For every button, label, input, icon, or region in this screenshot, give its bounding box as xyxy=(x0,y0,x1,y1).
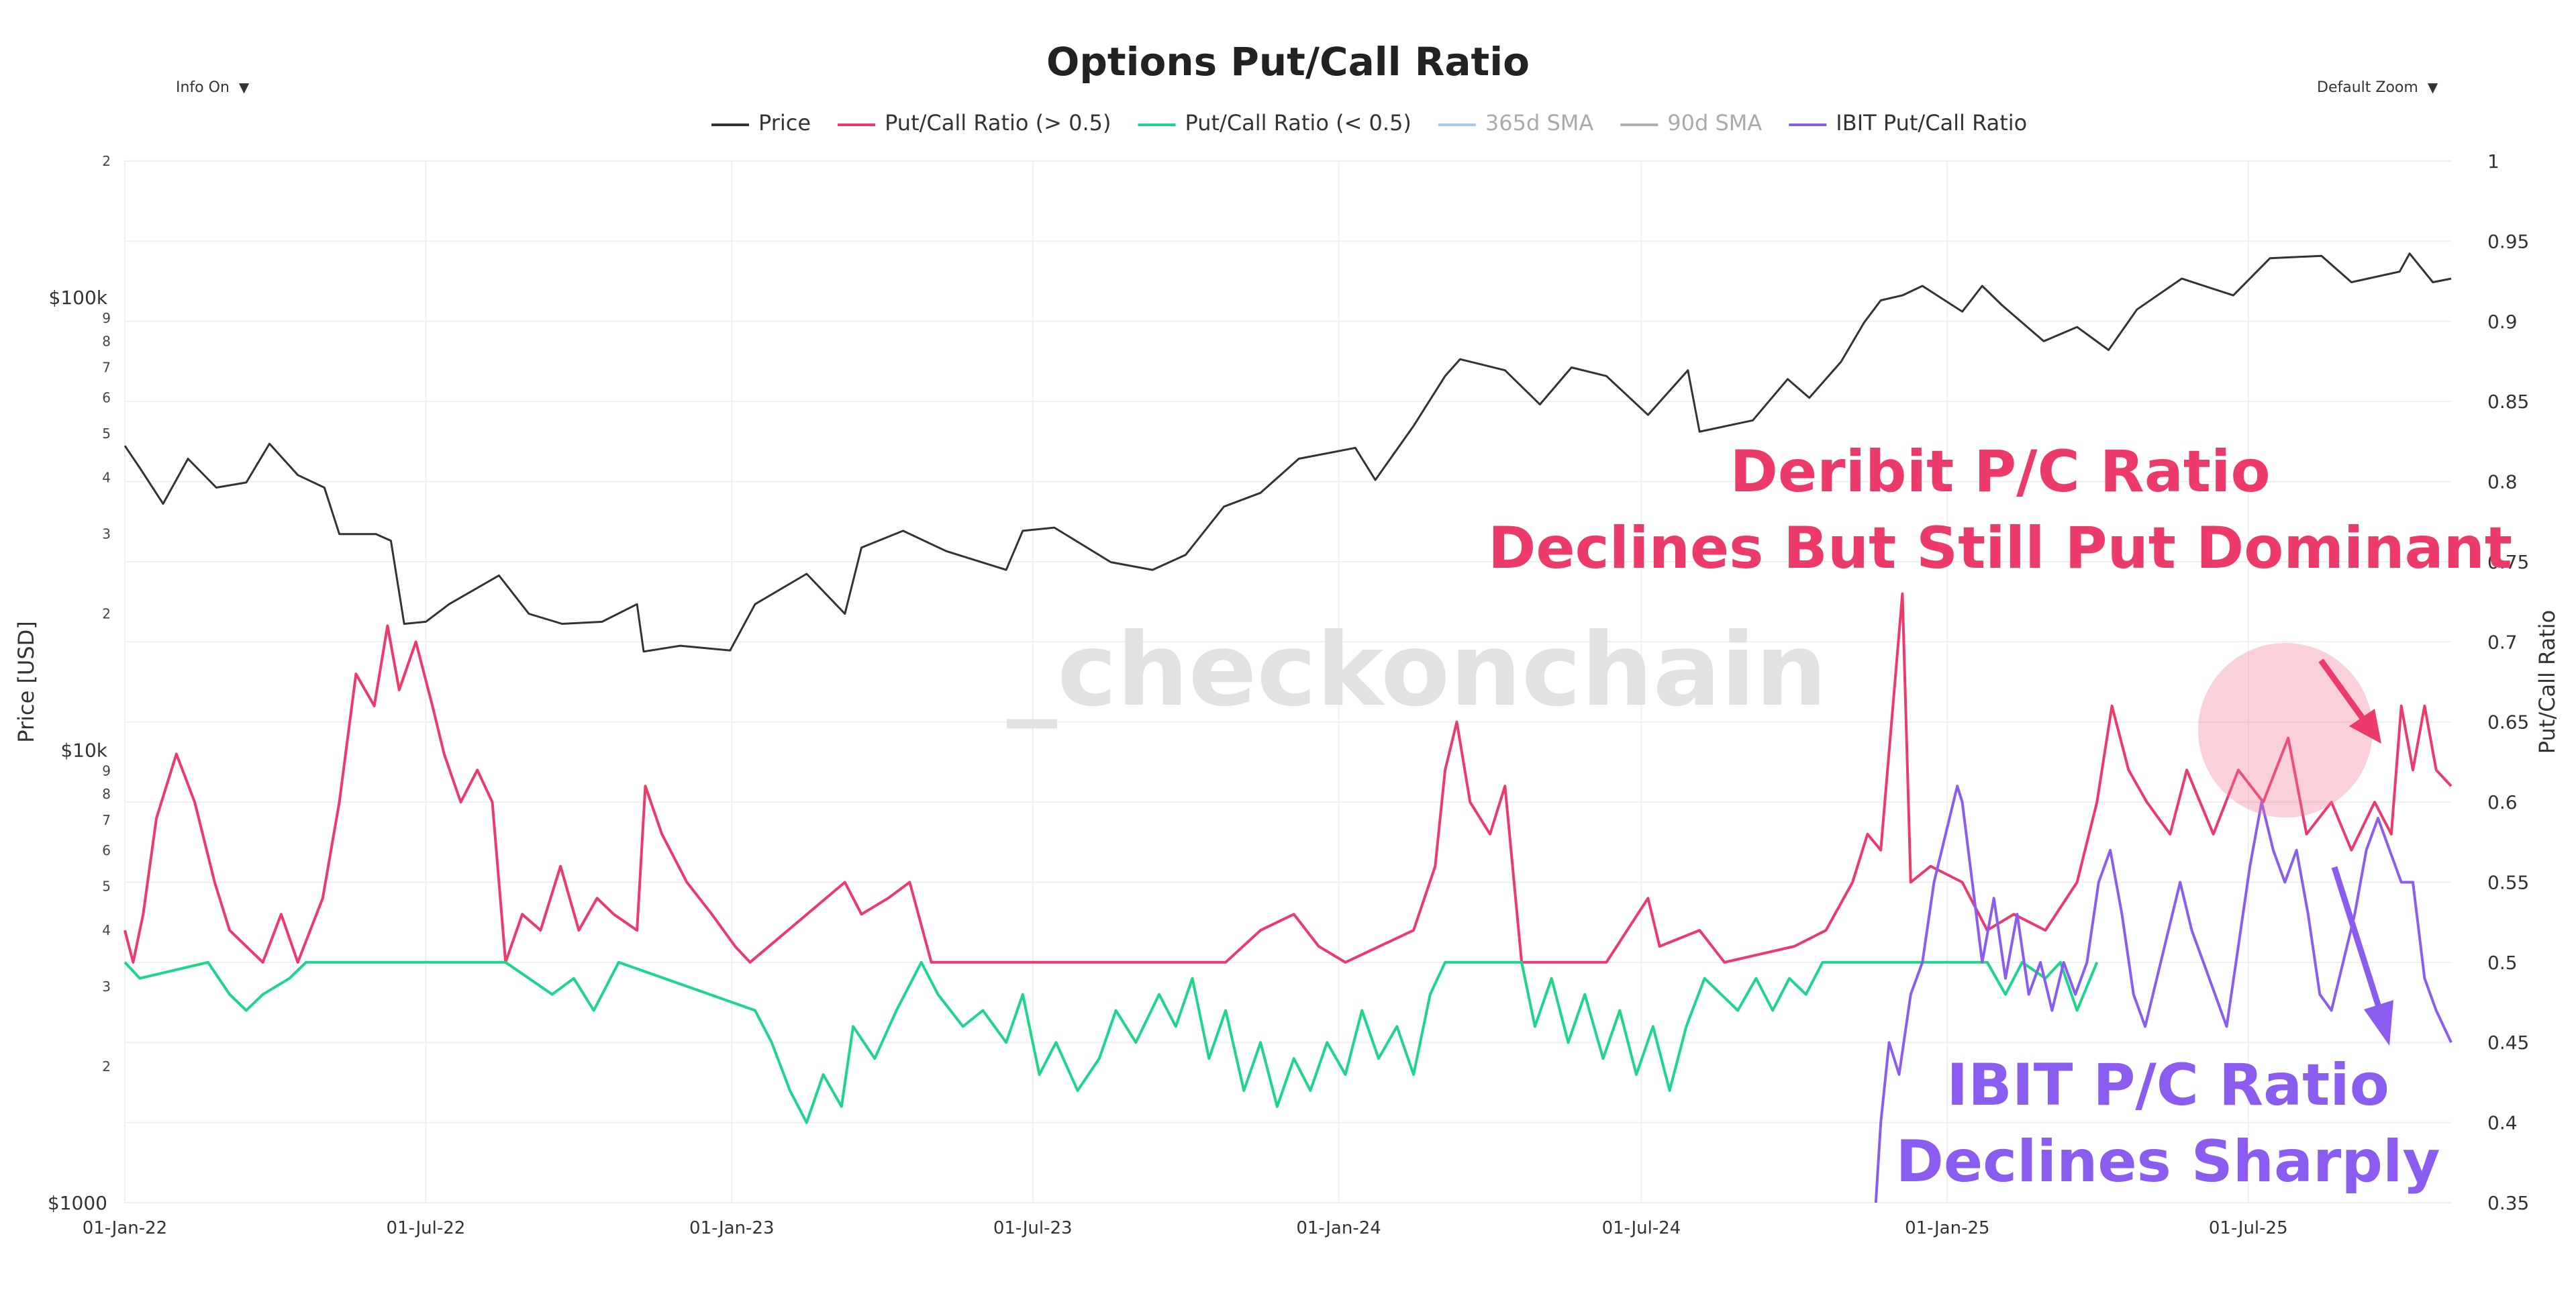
legend-item: 90d SMA xyxy=(1620,110,1762,136)
y-right-tick-label: 0.5 xyxy=(2487,952,2518,974)
y-left-axis-label: Price [USD] xyxy=(13,621,39,743)
y-left-minor-tick-label: 3 xyxy=(102,526,111,542)
y-left-minor-tick-label: 6 xyxy=(102,842,111,858)
y-left-tick-label: $1000 xyxy=(48,1192,107,1214)
x-tick-label: 01-Jul-22 xyxy=(387,1218,466,1238)
highlight-circle xyxy=(2198,643,2373,817)
y-right-tick-label: 0.85 xyxy=(2487,391,2529,413)
x-tick-label: 01-Jul-24 xyxy=(1602,1218,1681,1238)
x-tick-label: 01-Jul-23 xyxy=(993,1218,1073,1238)
y-right-tick-label: 0.65 xyxy=(2487,711,2529,734)
legend-item: Put/Call Ratio (< 0.5) xyxy=(1138,110,1411,136)
chevron-down-icon: ▼ xyxy=(2427,79,2438,95)
series-line-price xyxy=(123,252,2452,653)
legend-label: 365d SMA xyxy=(1485,110,1593,136)
annotation-deribit-line2: Declines But Still Put Dominant xyxy=(1488,515,2512,582)
y-right-axis: 0.35 0.4 0.45 0.5 0.55 0.6 0.65 0.7 0.75 0.8 0.85 0… xyxy=(2487,150,2560,1214)
ibit-arrow-line xyxy=(2331,866,2382,1008)
deribit-arrow-head xyxy=(2349,709,2381,744)
y-left-minor-tick-label: 8 xyxy=(102,333,111,349)
y-left-minor-tick-label: 7 xyxy=(102,360,111,376)
y-left-minor-tick-label: 2 xyxy=(102,605,111,621)
y-left-minor-tick-label: 4 xyxy=(102,469,111,485)
y-right-tick-label: 0.75 xyxy=(2487,551,2529,573)
x-tick-label: 01-Jan-22 xyxy=(83,1218,167,1238)
series xyxy=(123,252,2453,1203)
zoom-dropdown-label: Default Zoom xyxy=(2317,79,2418,96)
y-left-minor-tick-label: 6 xyxy=(102,390,111,406)
y-left-minor-tick-label: 9 xyxy=(102,762,111,779)
zoom-dropdown[interactable]: Default Zoom ▼ xyxy=(2317,79,2438,96)
y-left-minor-tick-label: 9 xyxy=(102,310,111,326)
y-right-tick-label: 0.7 xyxy=(2487,631,2518,653)
y-left-minor-tick-label: 7 xyxy=(102,812,111,828)
x-axis-ticks: 01-Jan-22 01-Jul-22 01-Jan-23 01-Jul-23 01-J… xyxy=(83,1218,2288,1238)
y-right-tick-label: 0.55 xyxy=(2487,871,2529,893)
series-line-put-call-ratio-0-5 xyxy=(123,960,2099,1124)
annotation-ibit-line2: Declines Sharply xyxy=(1895,1128,2440,1195)
y-right-tick-label: 0.8 xyxy=(2487,471,2518,493)
legend-label: Put/Call Ratio (< 0.5) xyxy=(1185,110,1411,136)
y-left-tick-label: $10k xyxy=(60,740,107,762)
y-left-minor-tick-label: 2 xyxy=(102,153,111,169)
y-left-minor-tick-label: 5 xyxy=(102,879,111,895)
legend-label: Put/Call Ratio (> 0.5) xyxy=(885,110,1111,136)
y-right-tick-label: 0.4 xyxy=(2487,1112,2518,1134)
legend-item: IBIT Put/Call Ratio xyxy=(1789,110,2027,136)
y-left-minor-tick-label: 2 xyxy=(102,1058,111,1075)
y-left-minor-tick-label: 8 xyxy=(102,786,111,802)
x-tick-label: 01-Jan-25 xyxy=(1905,1218,1989,1238)
legend-label: IBIT Put/Call Ratio xyxy=(1836,110,2027,136)
y-right-tick-label: 0.6 xyxy=(2487,791,2518,813)
x-tick-label: 01-Jan-24 xyxy=(1296,1218,1381,1238)
y-right-tick-label: 0.35 xyxy=(2487,1192,2529,1214)
legend-item: Price xyxy=(711,110,811,136)
annotation-ibit-line1: IBIT P/C Ratio xyxy=(1946,1052,2389,1119)
legend-item: Put/Call Ratio (> 0.5) xyxy=(838,110,1111,136)
y-right-axis-label: Put/Call Ratio xyxy=(2534,610,2560,754)
deribit-arrow-line xyxy=(2318,658,2365,720)
y-right-tick-label: 0.95 xyxy=(2487,230,2529,252)
y-left-minor-tick-label: 4 xyxy=(102,922,111,938)
x-tick-label: 01-Jul-25 xyxy=(2209,1218,2288,1238)
chevron-down-icon: ▼ xyxy=(238,79,250,95)
legend-item: 365d SMA xyxy=(1438,110,1593,136)
legend-label: 90d SMA xyxy=(1667,110,1762,136)
annotations: Deribit P/C Ratio Declines But Still Put … xyxy=(1488,438,2512,1195)
gridlines xyxy=(124,160,2451,1203)
y-right-tick-label: 1 xyxy=(2487,150,2499,172)
y-left-tick-label: $100k xyxy=(49,287,108,309)
x-tick-label: 01-Jan-23 xyxy=(689,1218,774,1238)
info-dropdown[interactable]: Info On ▼ xyxy=(176,79,249,96)
ibit-arrow-head xyxy=(2364,1000,2393,1046)
watermark: _checkonchain xyxy=(1007,612,1827,729)
legend: Price Put/Call Ratio (> 0.5) Put/Call Rati… xyxy=(711,110,2027,136)
annotation-deribit-line1: Deribit P/C Ratio xyxy=(1730,438,2270,505)
legend-label: Price xyxy=(758,110,811,136)
info-dropdown-label: Info On xyxy=(176,79,230,96)
y-left-axis: $1000 $10k $100k 2 3 4 5 6 7 8 9 2 3 4 5 6 7 8 9 2 Price [US… xyxy=(13,153,111,1214)
y-right-tick-label: 0.45 xyxy=(2487,1032,2529,1054)
series-line-put-call-ratio-0-5 xyxy=(123,592,2453,964)
series-line-ibit-put-call-ratio xyxy=(1874,785,2453,1203)
chart-title: Options Put/Call Ratio xyxy=(1046,39,1530,85)
y-left-minor-tick-label: 3 xyxy=(102,979,111,995)
y-left-minor-tick-label: 5 xyxy=(102,426,111,442)
y-right-tick-label: 0.9 xyxy=(2487,311,2518,333)
